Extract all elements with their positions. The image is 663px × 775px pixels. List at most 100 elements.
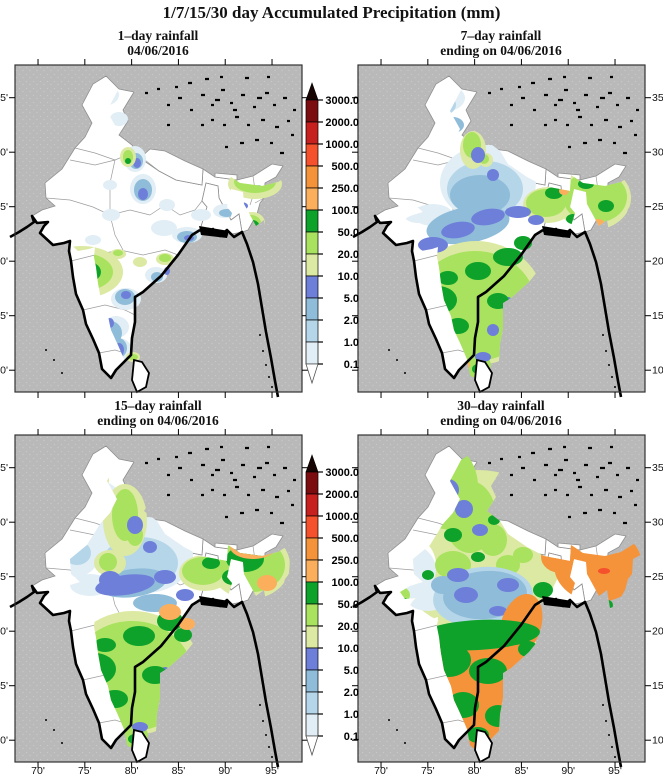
- rain-blob-l2: [450, 175, 510, 215]
- rain-blob-l50: [533, 582, 553, 598]
- rain-blob-l5: [154, 570, 176, 584]
- rain-blob-l50: [422, 570, 434, 580]
- colorbar-segment: [305, 253, 319, 277]
- colorbar-label: 50.0: [338, 227, 359, 239]
- colorbar-label: 2.0: [344, 315, 359, 327]
- colorbar-segment: [305, 559, 319, 583]
- lat-tick-label: 35': [652, 92, 663, 104]
- lat-tick-label: 25': [0, 201, 8, 213]
- panel-title-line1: 7–day rainfall: [460, 28, 542, 43]
- lat-tick-label: 15': [0, 680, 8, 692]
- colorbar-label: 1.0: [344, 337, 359, 349]
- panel-title-7day: 7–day rainfall ending on 04/06/2016: [333, 28, 663, 58]
- lon-tick-label: 80': [468, 765, 482, 775]
- lon-tick-label: 90': [561, 765, 575, 775]
- colorbar-label: 2000.0: [325, 117, 359, 129]
- panel-title-line1: 1–day rainfall: [117, 28, 199, 43]
- colorbar-top-row: 3000.0 2000.0 1000.0 500.0 250.0 100.0 50.0 20.…: [305, 82, 359, 385]
- rain-blob-l500: [598, 568, 610, 574]
- rain-blob-l01: [151, 220, 177, 236]
- rain-blob-l5: [487, 324, 499, 336]
- colorbar-arrow-bottom: [305, 363, 319, 385]
- colorbar-label: 500.0: [331, 161, 359, 173]
- rain-blob-l50: [125, 158, 131, 164]
- lat-tick-label: 20': [652, 626, 663, 638]
- rain-blob-l5: [475, 352, 491, 362]
- rain-blob-l50: [202, 557, 220, 569]
- colorbar-segment: [305, 143, 319, 167]
- colorbar-label: 20.0: [338, 621, 359, 633]
- lat-tick-label: 25': [652, 201, 663, 213]
- lon-tick-label: 85': [172, 765, 186, 775]
- colorbar-arrow-bottom: [305, 735, 319, 757]
- colorbar-label: 5.0: [344, 665, 359, 677]
- colorbar-segment: [305, 493, 319, 517]
- rain-blob-l5: [471, 208, 505, 226]
- colorbar-label: 1000.0: [325, 511, 359, 523]
- rain-blob-l100: [257, 575, 277, 591]
- colorbar-label: 20.0: [338, 249, 359, 261]
- rain-blob-l50: [471, 552, 485, 562]
- colorbar-segment: [305, 515, 319, 539]
- colorbar-label: 10.0: [338, 643, 359, 655]
- rain-blob-l50: [94, 638, 116, 652]
- panel-title-line2: ending on 04/06/2016: [440, 413, 562, 428]
- panel-title-1day: 1–day rainfall 04/06/2016: [0, 28, 326, 58]
- lat-tick-label: 10': [0, 365, 8, 377]
- rain-blob-l50: [444, 528, 462, 542]
- colorbar-label: 50.0: [338, 599, 359, 611]
- lon-tick-label: 90': [218, 765, 232, 775]
- rain-blob-l5: [447, 568, 469, 582]
- colorbar-segment: [305, 99, 319, 123]
- colorbar-segment: [305, 691, 319, 715]
- rain-blob-l5: [489, 606, 507, 616]
- axis-ticks: 70' 75' 80' 85' 90' 95' 35' 30' 25' 20' 15' 10': [352, 429, 663, 775]
- map-panel-7day: 35' 30' 25' 20' 15' 10': [351, 59, 663, 399]
- lat-tick-label: 20': [0, 626, 8, 638]
- rain-blob-l50: [438, 271, 458, 285]
- colorbar-segment: [305, 297, 319, 321]
- rain-blob-l2: [431, 576, 455, 594]
- rain-blob-l5: [497, 578, 519, 592]
- rain-blob-l01: [102, 209, 120, 221]
- rain-blob-l5: [471, 147, 485, 163]
- rain-blob-l01: [159, 199, 175, 211]
- lat-tick-label: 35': [0, 92, 8, 104]
- lat-tick-label: 20': [0, 256, 8, 268]
- rain-blob-l01: [85, 235, 101, 245]
- lat-tick-label: 15': [0, 310, 8, 322]
- rain-blob-l50: [174, 628, 192, 642]
- map-panel-15day: 70' 75' 80' 85' 90' 95' 35' 30' 25' 20' 15' 10': [0, 429, 308, 775]
- lat-tick-label: 25': [652, 571, 663, 583]
- colorbar-label: 250.0: [331, 183, 359, 195]
- colorbar-segment: [305, 275, 319, 299]
- colorbar-label: 250.0: [331, 555, 359, 567]
- rain-blob-l20: [99, 553, 117, 571]
- colorbar-segment: [305, 165, 319, 189]
- lat-tick-label: 35': [0, 462, 8, 474]
- colorbar-label: 0.1: [344, 359, 359, 371]
- colorbar-segment: [305, 209, 319, 233]
- lat-tick-label: 10': [0, 735, 8, 747]
- lon-tick-label: 75': [421, 765, 435, 775]
- colorbar-segment: [305, 471, 319, 495]
- lon-tick-label: 95': [608, 765, 622, 775]
- rain-blob-l2: [151, 272, 163, 282]
- rain-blob-l01: [110, 112, 128, 126]
- map-panel-1day: 35' 30' 25' 20' 15' 10': [0, 59, 308, 399]
- rain-blob-l50: [123, 626, 155, 646]
- colorbar-segment: [305, 625, 319, 649]
- colorbar-label: 3000.0: [325, 95, 359, 107]
- rain-blob-l5: [176, 589, 194, 601]
- colorbar-label: 0.1: [344, 731, 359, 743]
- lon-tick-label: 75': [78, 765, 92, 775]
- rain-blob-l5: [455, 500, 473, 518]
- colorbar-segment: [305, 319, 319, 343]
- colorbar-label: 5.0: [344, 293, 359, 305]
- colorbar-segment: [305, 187, 319, 211]
- rain-blob-l10: [133, 257, 147, 267]
- rain-blob-l5: [127, 516, 143, 534]
- colorbar-label: 100.0: [331, 577, 359, 589]
- rain-blob-l5: [454, 587, 478, 603]
